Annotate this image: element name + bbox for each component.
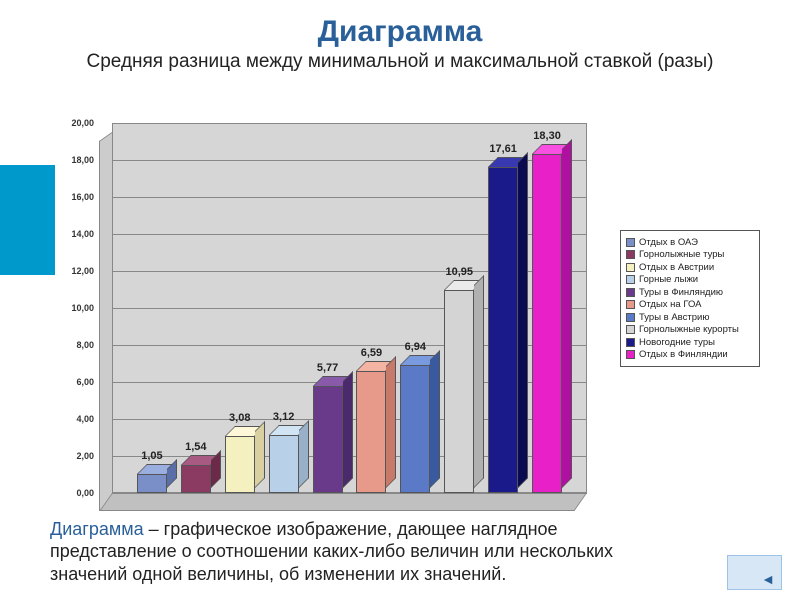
- bar-front: [444, 290, 474, 493]
- bar-6: 6,94: [400, 365, 430, 493]
- bar-front: [269, 435, 299, 493]
- chart-container: 0,00 2,00 4,00 6,00 8,00 10,00 12,00 14,00 16,00…: [70, 115, 760, 515]
- legend-label: Отдых в ОАЭ: [639, 237, 698, 248]
- legend-item: Туры в Финляндию: [626, 287, 754, 298]
- nav-back-button[interactable]: [727, 555, 782, 590]
- accent-block: [0, 165, 55, 275]
- legend-label: Отдых в Австрии: [639, 262, 714, 273]
- definition-term: Диаграмма: [50, 519, 144, 539]
- legend-label: Новогодние туры: [639, 337, 715, 348]
- bar-value-label: 6,94: [405, 341, 426, 353]
- legend-swatch: [626, 338, 635, 347]
- legend-swatch: [626, 263, 635, 272]
- legend-swatch: [626, 275, 635, 284]
- legend-item: Горнолыжные туры: [626, 249, 754, 260]
- bar-side: [255, 421, 265, 488]
- legend-item: Туры в Австрию: [626, 312, 754, 323]
- legend-swatch: [626, 350, 635, 359]
- legend-swatch: [626, 250, 635, 259]
- y-tick-label: 12,00: [71, 266, 94, 276]
- legend-label: Горнолыжные туры: [639, 249, 724, 260]
- y-tick-label: 18,00: [71, 155, 94, 165]
- y-tick-label: 16,00: [71, 192, 94, 202]
- legend-item: Отдых на ГОА: [626, 299, 754, 310]
- bar-value-label: 5,77: [317, 362, 338, 374]
- bar-2: 3,08: [225, 436, 255, 493]
- legend-label: Отдых в Финляндии: [639, 349, 728, 360]
- legend-label: Туры в Австрию: [639, 312, 709, 323]
- bar-4: 5,77: [313, 386, 343, 493]
- definition-text: Диаграмма – графическое изображение, даю…: [50, 518, 670, 586]
- y-tick-label: 8,00: [76, 340, 94, 350]
- chart-legend: Отдых в ОАЭГорнолыжные туры Отдых в Австр…: [620, 230, 760, 367]
- legend-item: Новогодние туры: [626, 337, 754, 348]
- legend-swatch: [626, 313, 635, 322]
- legend-label: Горные лыжи: [639, 274, 698, 285]
- legend-swatch: [626, 300, 635, 309]
- bar-front: [400, 365, 430, 493]
- bar-value-label: 10,95: [445, 266, 473, 278]
- chart-plot: 0,002,004,006,008,0010,0012,0014,0016,00…: [112, 123, 587, 493]
- legend-swatch: [626, 325, 635, 334]
- page-title: Диаграмма: [0, 15, 800, 49]
- bar-side: [386, 356, 396, 488]
- chart-floor: [99, 493, 587, 511]
- bar-front: [181, 465, 211, 493]
- chart-sidewall: [99, 132, 112, 511]
- bar-side: [430, 350, 440, 488]
- legend-item: Отдых в Австрии: [626, 262, 754, 273]
- bar-front: [225, 436, 255, 493]
- y-tick-label: 20,00: [71, 118, 94, 128]
- y-tick-label: 6,00: [76, 377, 94, 387]
- y-tick-label: 0,00: [76, 488, 94, 498]
- chart-subtitle: Средняя разница между минимальной и макс…: [0, 51, 800, 73]
- bar-front: [137, 474, 167, 493]
- bar-side: [299, 420, 309, 488]
- legend-item: Отдых в ОАЭ: [626, 237, 754, 248]
- bar-0: 1,05: [137, 474, 167, 493]
- bar-value-label: 3,12: [273, 411, 294, 423]
- legend-item: Горные лыжи: [626, 274, 754, 285]
- legend-label: Туры в Финляндию: [639, 287, 723, 298]
- bar-front: [532, 154, 562, 493]
- bar-value-label: 1,54: [185, 441, 206, 453]
- bar-side: [343, 371, 353, 488]
- legend-item: Отдых в Финляндии: [626, 349, 754, 360]
- legend-swatch: [626, 288, 635, 297]
- bar-7: 10,95: [444, 290, 474, 493]
- y-tick-label: 10,00: [71, 303, 94, 313]
- bar-9: 18,30: [532, 154, 562, 493]
- bar-5: 6,59: [356, 371, 386, 493]
- bar-1: 1,54: [181, 465, 211, 493]
- y-tick-label: 14,00: [71, 229, 94, 239]
- bar-value-label: 1,05: [141, 450, 162, 462]
- bar-front: [313, 386, 343, 493]
- bar-side: [474, 275, 484, 488]
- bar-value-label: 3,08: [229, 412, 250, 424]
- y-tick-label: 2,00: [76, 451, 94, 461]
- legend-label: Отдых на ГОА: [639, 299, 701, 310]
- bar-value-label: 17,61: [489, 143, 517, 155]
- bar-value-label: 18,30: [533, 130, 561, 142]
- bar-side: [518, 152, 528, 488]
- gridline: [112, 123, 587, 124]
- bar-value-label: 6,59: [361, 347, 382, 359]
- bar-8: 17,61: [488, 167, 518, 493]
- bar-front: [488, 167, 518, 493]
- bar-front: [356, 371, 386, 493]
- y-tick-label: 4,00: [76, 414, 94, 424]
- gridline: [112, 493, 587, 494]
- legend-label: Горнолыжные курорты: [639, 324, 739, 335]
- bar-side: [562, 139, 572, 488]
- legend-item: Горнолыжные курорты: [626, 324, 754, 335]
- bar-3: 3,12: [269, 435, 299, 493]
- legend-swatch: [626, 238, 635, 247]
